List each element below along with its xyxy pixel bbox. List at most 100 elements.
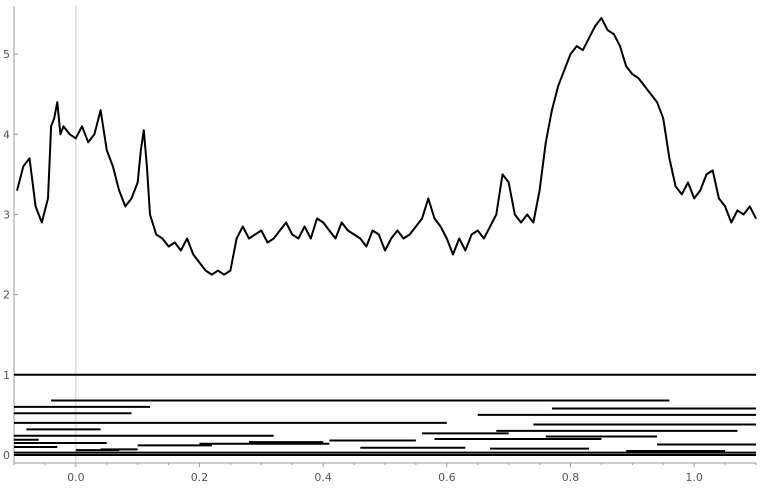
data-point [705, 173, 708, 175]
x-tick-label: 0.8 [562, 471, 580, 484]
data-point [656, 101, 658, 103]
data-point [557, 85, 559, 87]
data-point [489, 225, 491, 228]
data-point [464, 249, 466, 252]
data-point [47, 197, 49, 200]
data-point [347, 229, 349, 232]
data-point [384, 249, 386, 252]
segment-set [14, 373, 756, 456]
data-point [359, 237, 361, 240]
data-point [53, 117, 55, 119]
data-point [56, 101, 58, 103]
data-point [532, 221, 535, 224]
data-point [192, 253, 194, 256]
data-point [140, 149, 142, 151]
data-point [75, 137, 77, 139]
data-point [130, 197, 133, 200]
data-point [637, 77, 640, 79]
data-point [186, 237, 188, 240]
data-point [409, 233, 411, 236]
data-point [477, 229, 479, 232]
data-point [41, 221, 43, 224]
data-point [607, 29, 609, 31]
data-point [69, 133, 71, 135]
data-point [174, 241, 176, 244]
data-point [316, 217, 318, 220]
data-point [619, 45, 621, 47]
data-point [662, 117, 664, 119]
data-point [341, 221, 343, 224]
data-point [353, 233, 355, 236]
data-point [421, 217, 423, 220]
data-point [681, 193, 683, 196]
data-point [266, 241, 269, 244]
data-point [545, 141, 547, 143]
data-point [22, 165, 24, 167]
data-point [508, 181, 510, 183]
x-tick-label: 0.2 [191, 471, 209, 484]
data-point [50, 125, 52, 127]
data-point [693, 197, 695, 200]
data-point [749, 205, 751, 208]
data-point [631, 73, 633, 75]
data-point [328, 229, 330, 232]
data-point [229, 269, 232, 272]
data-point [613, 33, 615, 35]
data-point [81, 125, 83, 127]
data-point [285, 221, 287, 224]
data-point [322, 221, 324, 224]
x-tick-label: 0.4 [314, 471, 332, 484]
data-point [730, 221, 732, 224]
data-point [675, 185, 677, 187]
data-point [712, 169, 714, 171]
data-point [16, 189, 18, 192]
data-point [396, 229, 398, 232]
data-point [211, 273, 213, 276]
axes: 0.0 0.2 0.4 0.6 0.8 1.0 0 1 2 3 4 5 [3, 6, 757, 484]
data-point [718, 197, 720, 200]
data-point [93, 133, 95, 135]
data-point [402, 237, 405, 240]
x-tick-label: 1.0 [685, 471, 703, 484]
data-point [217, 269, 219, 272]
data-point [236, 237, 238, 240]
data-point [563, 69, 565, 71]
data-point [538, 189, 541, 192]
y-tick-label: 5 [3, 48, 10, 61]
data-point [205, 269, 207, 272]
y-tick-label: 3 [3, 208, 10, 221]
data-point [372, 229, 374, 232]
data-point [433, 217, 436, 220]
data-point [279, 229, 281, 232]
data-point [687, 181, 689, 183]
data-point [35, 205, 37, 208]
x-tick-label: 0.6 [438, 471, 456, 484]
data-point [198, 261, 201, 264]
data-point [365, 245, 368, 248]
data-point [495, 213, 497, 216]
data-point [167, 245, 170, 248]
data-point [334, 237, 337, 240]
data-point [470, 233, 473, 236]
data-point [242, 225, 244, 228]
y-tick-label: 1 [3, 369, 10, 382]
data-point [594, 25, 596, 27]
data-point [755, 217, 757, 220]
y-tick-label: 2 [3, 289, 10, 302]
y-tick-label: 4 [3, 128, 10, 141]
data-point [124, 205, 126, 208]
data-point [458, 237, 460, 240]
data-point [427, 197, 429, 200]
data-point [106, 149, 108, 151]
data-point [440, 225, 442, 228]
data-point [149, 213, 151, 216]
data-point [576, 45, 578, 47]
data-point [273, 237, 275, 240]
data-point [501, 173, 504, 175]
data-point [260, 229, 262, 232]
data-point [59, 133, 61, 135]
data-point [625, 65, 627, 67]
series-lines [16, 17, 757, 276]
data-point [254, 233, 256, 236]
